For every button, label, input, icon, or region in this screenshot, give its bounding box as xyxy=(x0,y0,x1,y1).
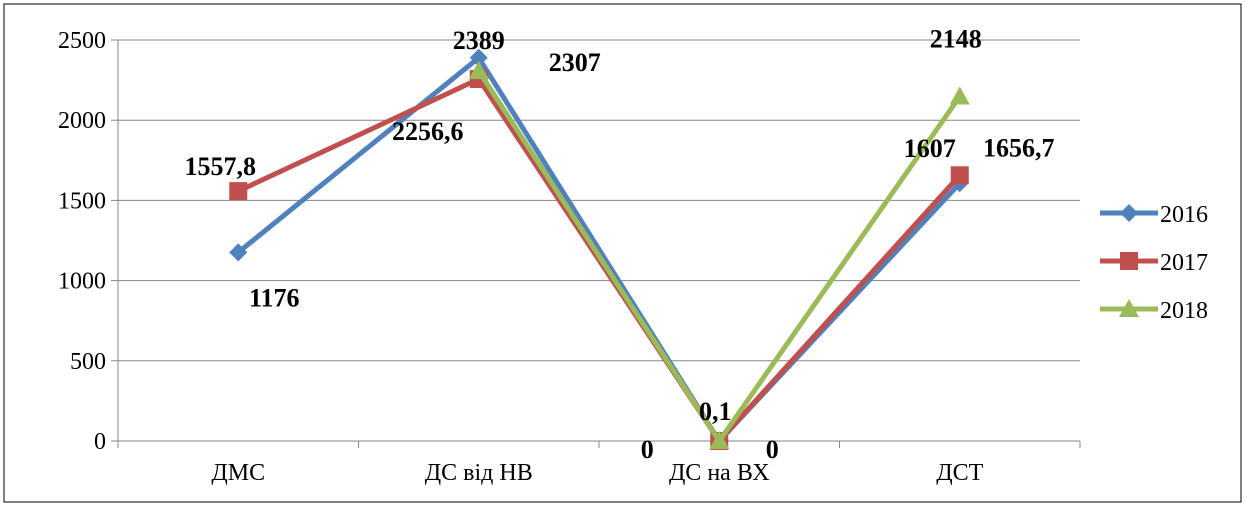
x-tick-label-1: ДС від НВ xyxy=(425,460,533,486)
y-tick-label-2500: 2500 xyxy=(58,28,106,54)
data-label-2016-0: 1176 xyxy=(249,283,300,312)
point-2018-1 xyxy=(468,60,489,79)
data-label-2018-2: 0 xyxy=(766,435,779,464)
data-label-2018-3: 2148 xyxy=(930,24,982,53)
x-tick-label-2: ДС на ВХ xyxy=(669,460,770,486)
point-2018-3 xyxy=(949,86,970,105)
point-2016-0 xyxy=(229,243,248,262)
data-label-2017-2: 0,1 xyxy=(699,397,732,426)
legend-label-2016: 2016 xyxy=(1160,202,1208,228)
data-label-2016-3: 1607 xyxy=(904,134,956,163)
point-2017-3 xyxy=(950,166,969,185)
legend-marker-2017 xyxy=(1120,252,1138,270)
data-label-2016-1: 2389 xyxy=(453,26,505,55)
legend-label-2017: 2017 xyxy=(1160,250,1208,276)
y-tick-label-2000: 2000 xyxy=(58,108,106,134)
x-tick-label-0: ДМС xyxy=(211,460,265,486)
point-2016-1 xyxy=(469,48,488,67)
y-tick-label-1500: 1500 xyxy=(58,188,106,214)
point-2017-0 xyxy=(229,182,248,201)
legend-marker-2018 xyxy=(1119,299,1139,317)
data-label-2017-1: 2256,6 xyxy=(392,117,464,146)
series-line-2016 xyxy=(236,55,962,444)
y-tick-label-1000: 1000 xyxy=(58,269,106,295)
data-label-2017-3: 1656,7 xyxy=(983,133,1055,162)
y-tick-label-0: 0 xyxy=(94,429,106,455)
legend-marker-2016 xyxy=(1120,204,1138,222)
data-label-2017-0: 1557,8 xyxy=(185,152,257,181)
data-label-2018-1: 2307 xyxy=(549,48,601,77)
point-2018-2 xyxy=(709,431,730,449)
legend-label-2018: 2018 xyxy=(1160,298,1208,324)
chart-border xyxy=(3,3,1242,503)
x-tick-label-3: ДСТ xyxy=(936,460,983,486)
y-tick-label-500: 500 xyxy=(70,349,106,375)
data-label-2016-2: 0 xyxy=(641,435,654,464)
